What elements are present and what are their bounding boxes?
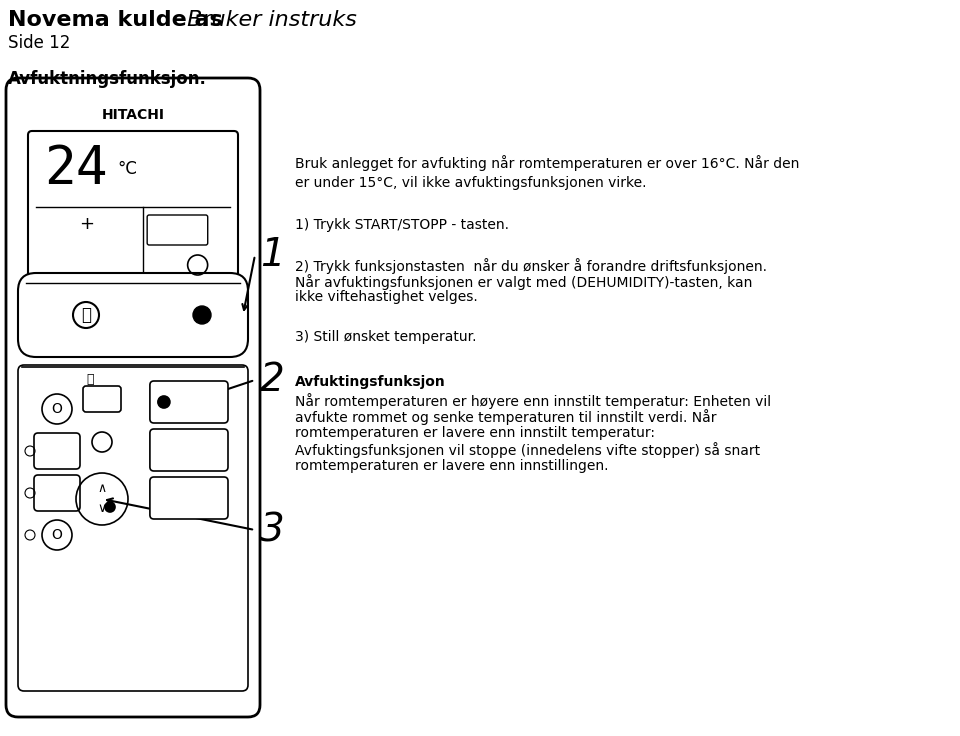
Text: romtemperaturen er lavere enn innstillingen.: romtemperaturen er lavere enn innstillin… [295,459,609,473]
Text: O: O [52,402,62,416]
Circle shape [157,396,170,408]
Text: Novema kulde as: Novema kulde as [8,10,223,30]
Text: RESET: RESET [87,399,116,408]
FancyBboxPatch shape [147,215,207,245]
FancyBboxPatch shape [18,365,248,691]
Text: ⌚: ⌚ [86,373,94,386]
Text: ∨: ∨ [97,503,107,515]
FancyBboxPatch shape [34,475,80,511]
Text: 1: 1 [260,236,285,274]
Text: °C: °C [117,160,137,178]
Text: Bruk anlegget for avfukting når romtemperaturen er over 16°C. Når den
er under 1: Bruk anlegget for avfukting når romtempe… [295,155,800,191]
FancyBboxPatch shape [6,78,260,717]
Text: =: = [172,222,183,236]
Text: Når avfuktingsfunksjonen er valgt med (DEHUMIDITY)-tasten, kan: Når avfuktingsfunksjonen er valgt med (D… [295,274,753,290]
FancyBboxPatch shape [150,477,228,519]
Text: ☓: ☓ [184,489,193,507]
Text: 24: 24 [44,143,108,195]
Text: ∧: ∧ [97,483,107,495]
Text: ⓞ: ⓞ [81,306,91,324]
Text: Avfuktingsfunksjon: Avfuktingsfunksjon [295,375,445,389]
FancyBboxPatch shape [150,429,228,471]
FancyBboxPatch shape [83,386,121,412]
Text: I: I [55,486,60,500]
Text: O: O [52,528,62,542]
FancyBboxPatch shape [34,433,80,469]
Text: Når romtemperaturen er høyere enn innstilt temperatur: Enheten vil: Når romtemperaturen er høyere enn innsti… [295,393,771,409]
Text: 3: 3 [260,511,285,549]
FancyBboxPatch shape [150,381,228,423]
Text: +: + [180,441,197,459]
Text: Avfuktingsfunksjonen vil stoppe (innedelens vifte stopper) så snart: Avfuktingsfunksjonen vil stoppe (innedel… [295,442,760,459]
Text: avfukte rommet og senke temperaturen til innstilt verdi. Når: avfukte rommet og senke temperaturen til… [295,409,716,425]
Text: Avfuktningsfunksjon.: Avfuktningsfunksjon. [8,70,206,88]
Text: romtemperaturen er lavere enn innstilt temperatur:: romtemperaturen er lavere enn innstilt t… [295,426,655,440]
Circle shape [193,306,211,324]
Text: HITACHI: HITACHI [102,108,164,122]
Text: ikke viftehastighet velges.: ikke viftehastighet velges. [295,290,478,304]
Text: I: I [55,444,60,459]
Text: 2: 2 [260,361,285,399]
Text: ★+: ★+ [185,397,204,407]
Text: Bruker instruks: Bruker instruks [180,10,357,30]
Text: +: + [79,215,94,233]
Circle shape [105,502,115,512]
FancyBboxPatch shape [18,273,248,357]
Text: 1) Trykk START/STOPP - tasten.: 1) Trykk START/STOPP - tasten. [295,218,509,232]
Text: 3) Still ønsket temperatur.: 3) Still ønsket temperatur. [295,330,476,344]
FancyBboxPatch shape [28,131,238,279]
Text: 2) Trykk funksjonstasten  når du ønsker å forandre driftsfunksjonen.: 2) Trykk funksjonstasten når du ønsker å… [295,258,767,274]
Text: Side 12: Side 12 [8,34,70,52]
